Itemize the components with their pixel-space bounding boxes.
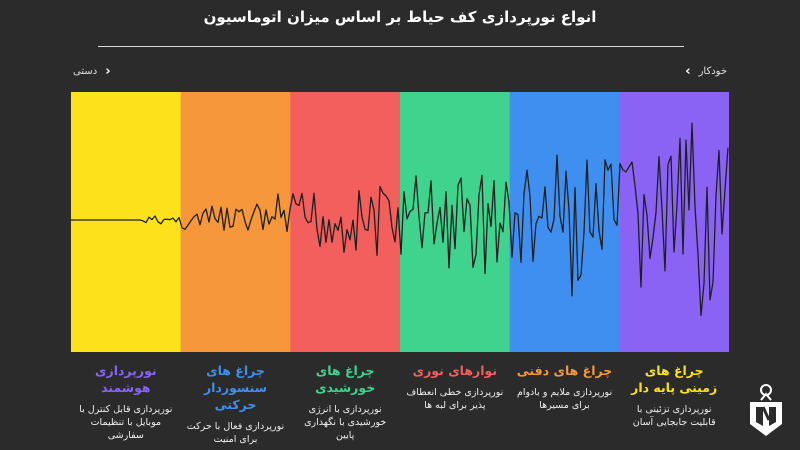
caption-smart-lighting: نورپردازی هوشمند نورپردازی قابل کنترل با… [71, 362, 181, 450]
manual-label-text: دستی [73, 66, 98, 77]
automatic-label-text: خودکار [698, 66, 727, 77]
band-3 [400, 92, 511, 352]
caption-inground: چراغ های دفنی نورپردازی ملایم و بادوام ب… [510, 362, 620, 450]
band-0 [71, 92, 182, 352]
caption-title: نوارهای نوری [412, 363, 498, 378]
title-divider [98, 46, 684, 47]
automation-waveform [71, 122, 729, 317]
caption-motion-sensor: چراغ های سنسوردار حرکتی نورپردازی فعال ب… [181, 362, 291, 450]
page-title: انواع نورپردازی کف حیاط بر اساس میزان ات… [203, 8, 597, 26]
caption-desc: نورپردازی فعال با حرکت برای امنیت [186, 421, 285, 445]
band-5 [619, 92, 729, 352]
caption-desc: نورپردازی ملایم و بادوام برای مسیرها [516, 387, 613, 411]
caption-bollard: چراغ های زمینی پایه دار نورپردازی تزئینی… [619, 362, 729, 450]
caption-title: چراغ های دفنی [516, 363, 613, 378]
manual-end-label: ‹ دستی [73, 64, 111, 79]
automatic-end-label: خودکار › [685, 64, 727, 79]
caption-desc: نورپردازی قابل کنترل با موبایل با تنظیما… [79, 404, 173, 441]
caption-solar: چراغ های خورشیدی نورپردازی با انرژی خورش… [290, 362, 400, 450]
caption-title: نورپردازی هوشمند [95, 363, 157, 395]
chevron-right-icon: › [685, 64, 691, 79]
caption-light-strips: نوارهای نوری نورپردازی خطی انعطاف پذیر ب… [400, 362, 510, 450]
caption-title: چراغ های خورشیدی [315, 363, 376, 395]
caption-title: چراغ های زمینی پایه دار [631, 363, 718, 395]
automation-spectrum-diagram [71, 92, 729, 352]
caption-desc: نورپردازی خطی انعطاف پذیر برای لبه ها [406, 387, 504, 411]
caption-desc: نورپردازی تزئینی با قابلیت جابجایی آسان [632, 404, 716, 428]
band-2 [290, 92, 401, 352]
caption-desc: نورپردازی با انرژی خورشیدی با نگهداری پا… [304, 404, 387, 441]
band-4 [509, 92, 620, 352]
band-1 [180, 92, 291, 352]
caption-title: چراغ های سنسوردار حرکتی [203, 363, 268, 412]
chevron-left-icon: ‹ [105, 64, 111, 79]
category-captions: نورپردازی هوشمند نورپردازی قابل کنترل با… [71, 362, 729, 450]
lightbulb-gear-logo-icon [750, 384, 782, 436]
